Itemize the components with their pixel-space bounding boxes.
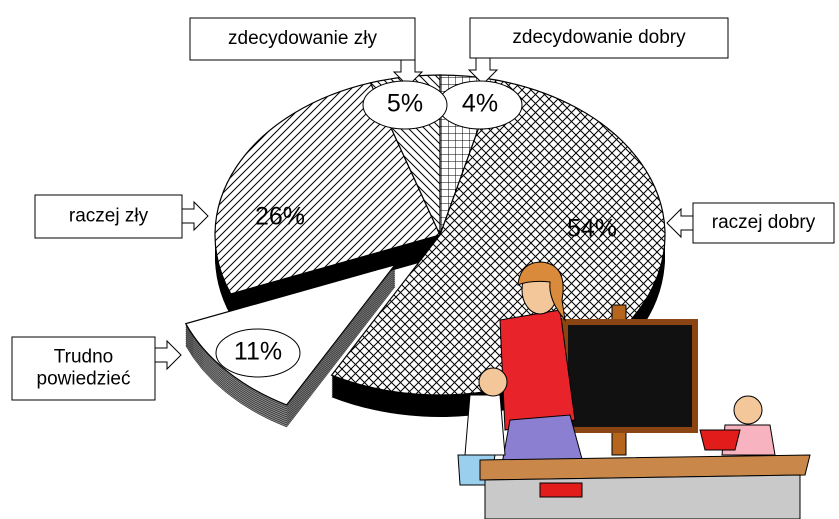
value-label: 26% <box>255 203 305 231</box>
slice <box>330 79 666 396</box>
label-box <box>189 17 416 61</box>
labels: zdecydowanie dobry 4% raczej dobry 54% Trudn… <box>11 17 835 401</box>
label-arrow <box>181 200 209 232</box>
label-box <box>469 17 729 59</box>
value-label-bubble <box>362 80 448 130</box>
label-arrow <box>154 339 182 371</box>
value-label: 4% <box>462 90 498 118</box>
value-label-bubble <box>215 328 301 378</box>
category-label: zdecydowanie dobry <box>512 27 686 48</box>
clipart <box>457 261 811 519</box>
category-label: raczej dobry <box>712 212 816 233</box>
slice <box>214 82 441 295</box>
label-arrow <box>467 57 499 85</box>
category-label: Trudno powiedzieć <box>37 347 131 390</box>
label-box <box>34 194 183 239</box>
value-label: 5% <box>387 90 423 118</box>
label-arrow <box>666 207 694 239</box>
label-box <box>692 202 835 244</box>
value-label: 54% <box>567 215 617 243</box>
category-label: raczej zły <box>69 206 149 227</box>
label-arrow <box>392 59 424 87</box>
category-label: zdecydowanie zły <box>228 28 377 49</box>
value-label: 11% <box>234 338 282 366</box>
label-box <box>11 336 156 401</box>
